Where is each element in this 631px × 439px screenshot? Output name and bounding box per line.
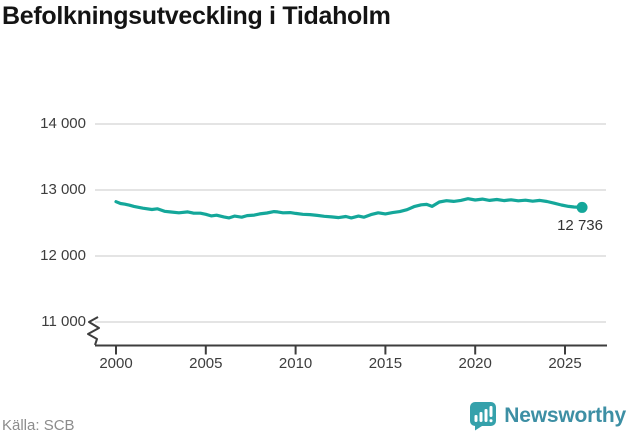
y-axis-tick-label: 11 000 xyxy=(41,313,86,330)
x-axis-ticks xyxy=(115,346,566,355)
y-axis-tick-label: 13 000 xyxy=(40,181,86,198)
bar-medium xyxy=(479,412,483,422)
newsworthy-logo: Newsworthy xyxy=(469,401,626,431)
y-axis-tick-label: 14 000 xyxy=(40,115,86,132)
x-axis-tick-label: 2015 xyxy=(368,355,403,372)
chart-title: Befolkningsutveckling i Tidaholm xyxy=(2,2,391,30)
x-axis-tick-label: 2010 xyxy=(278,355,313,372)
population-line xyxy=(114,197,584,220)
end-dot xyxy=(576,201,588,213)
y-axis-tick-label: 12 000 xyxy=(40,247,86,264)
y-gridlines xyxy=(95,123,606,323)
last-value-label: 12 736 xyxy=(557,217,603,235)
bar-small xyxy=(474,415,478,422)
newsworthy-logo-icon xyxy=(470,402,497,431)
bar-tall xyxy=(484,409,488,422)
x-axis-tick-label: 2020 xyxy=(458,355,492,372)
x-axis-tick-label: 2025 xyxy=(548,355,582,372)
x-axis-tick-label: 2005 xyxy=(189,355,223,372)
exclamation-bar xyxy=(489,406,493,417)
axis-break-zigzag-icon xyxy=(87,316,100,346)
source-note: Källa: SCB xyxy=(2,417,75,434)
exclamation-dot xyxy=(489,419,493,423)
newsworthy-wordmark: Newsworthy xyxy=(504,404,626,427)
x-axis-tick-label: 2000 xyxy=(99,355,133,372)
